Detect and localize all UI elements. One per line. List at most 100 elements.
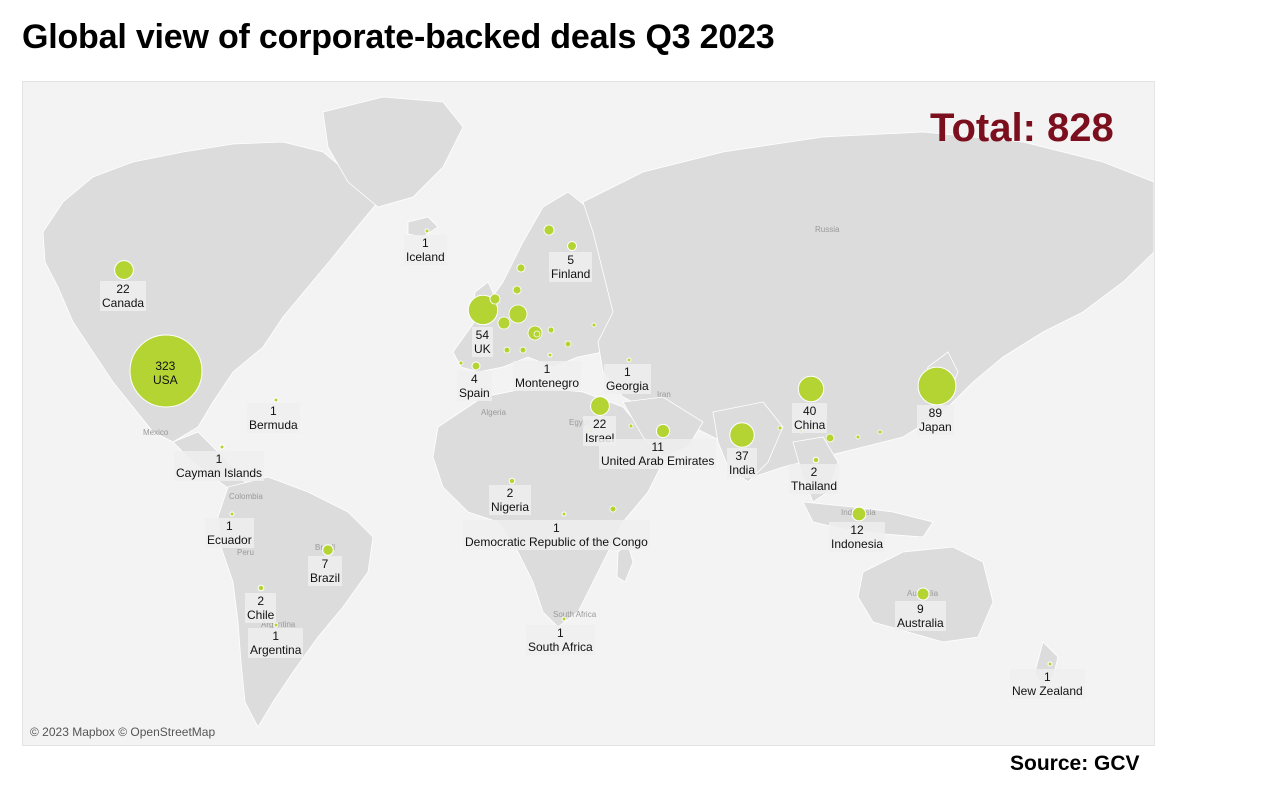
bubble-unlabeled-15[interactable] bbox=[609, 505, 617, 513]
bubble-montenegro[interactable] bbox=[547, 352, 553, 358]
label-china-value: 40 bbox=[803, 404, 817, 418]
bubble-unlabeled-9[interactable] bbox=[564, 340, 572, 348]
bubble-bermuda[interactable] bbox=[273, 397, 279, 403]
bubble-thailand[interactable] bbox=[812, 456, 820, 464]
label-uae-value: 11 bbox=[651, 440, 664, 454]
label-indonesia[interactable]: 12 Indonesia bbox=[829, 522, 886, 552]
label-china-name: China bbox=[794, 418, 826, 432]
label-japan[interactable]: 89 Japan bbox=[917, 405, 954, 435]
label-brazil[interactable]: 7 Brazil bbox=[308, 556, 343, 586]
label-thailand-value: 2 bbox=[810, 465, 818, 479]
label-canada-name: Canada bbox=[102, 296, 145, 310]
map-label-peru-base: Peru bbox=[237, 548, 254, 557]
map-attribution[interactable]: © 2023 Mapbox © OpenStreetMap bbox=[30, 725, 216, 739]
bubble-georgia[interactable] bbox=[626, 357, 632, 363]
bubble-brazil[interactable] bbox=[322, 544, 334, 556]
bubble-unlabeled-2[interactable] bbox=[489, 293, 501, 305]
page-title: Global view of corporate-backed deals Q3… bbox=[22, 18, 775, 56]
label-bermuda[interactable]: 1 Bermuda bbox=[247, 403, 300, 433]
bubble-unlabeled-17[interactable] bbox=[825, 433, 835, 443]
bubble-democratic-republic-of-the-congo[interactable] bbox=[561, 511, 567, 517]
bubble-unlabeled-19[interactable] bbox=[877, 429, 883, 435]
label-cayman-islands[interactable]: 1 Cayman Islands bbox=[174, 451, 265, 481]
map-label-mexico: Mexico bbox=[143, 428, 169, 437]
label-georgia-value: 1 bbox=[624, 365, 631, 379]
bubble-unlabeled-14[interactable] bbox=[628, 423, 634, 429]
bubble-india[interactable] bbox=[729, 422, 755, 448]
bubble-canada[interactable] bbox=[114, 260, 134, 280]
bubble-indonesia[interactable] bbox=[851, 506, 867, 522]
bubble-nigeria[interactable] bbox=[508, 477, 516, 485]
bubble-usa[interactable] bbox=[129, 334, 203, 408]
bubble-israel[interactable] bbox=[590, 396, 610, 416]
bubble-uk[interactable] bbox=[467, 294, 499, 326]
bubble-unlabeled-20[interactable] bbox=[777, 425, 783, 431]
label-spain-name: Spain bbox=[459, 386, 490, 400]
bubble-unlabeled-5[interactable] bbox=[543, 224, 555, 236]
bubble-new-zealand[interactable] bbox=[1047, 661, 1053, 667]
label-nigeria[interactable]: 2 Nigeria bbox=[489, 485, 532, 515]
bubble-spain[interactable] bbox=[471, 361, 481, 371]
label-iceland[interactable]: 1 Iceland bbox=[404, 235, 447, 265]
south-america-shape bbox=[217, 476, 374, 728]
bubble-china[interactable] bbox=[797, 375, 825, 403]
label-south-africa[interactable]: 1 South Africa bbox=[526, 625, 595, 655]
label-drc-value: 1 bbox=[553, 521, 560, 535]
label-usa-name: USA bbox=[153, 373, 178, 387]
label-chile-name: Chile bbox=[247, 608, 275, 622]
bubble-unlabeled-1[interactable] bbox=[497, 316, 511, 330]
label-new-zealand[interactable]: 1 New Zealand bbox=[1010, 669, 1085, 699]
bubble-unlabeled-8[interactable] bbox=[533, 330, 541, 338]
label-georgia[interactable]: 1 Georgia bbox=[604, 364, 651, 394]
bubble-iceland[interactable] bbox=[424, 228, 430, 234]
north-america-shape bbox=[42, 141, 379, 443]
bubble-unlabeled-0[interactable] bbox=[508, 304, 528, 324]
label-finland-value: 5 bbox=[567, 253, 575, 267]
label-uae[interactable]: 11 United Arab Emirates bbox=[599, 439, 717, 469]
label-chile[interactable]: 2 Chile bbox=[245, 593, 277, 623]
label-nigeria-name: Nigeria bbox=[491, 500, 530, 514]
bubble-unlabeled-4[interactable] bbox=[512, 285, 522, 295]
bubble-unlabeled-7[interactable] bbox=[519, 346, 527, 354]
bubble-argentina[interactable] bbox=[273, 622, 279, 628]
bubble-unlabeled-11[interactable] bbox=[547, 326, 555, 334]
bubble-chile[interactable] bbox=[257, 584, 265, 592]
bubble-ecuador[interactable] bbox=[229, 511, 235, 517]
label-ecuador[interactable]: 1 Ecuador bbox=[205, 518, 254, 548]
world-map[interactable]: Russia Mexico Colombia Algeria Egypt Ira… bbox=[22, 81, 1155, 746]
bubble-unlabeled-18[interactable] bbox=[855, 434, 861, 440]
label-usa[interactable]: 323 USA bbox=[151, 358, 180, 388]
label-indonesia-value: 12 bbox=[850, 523, 864, 537]
label-drc[interactable]: 1 Democratic Republic of the Congo bbox=[463, 520, 650, 550]
bubble-cayman-islands[interactable] bbox=[219, 444, 225, 450]
bubble-unlabeled-12[interactable] bbox=[503, 346, 511, 354]
bubble-unlabeled-3[interactable] bbox=[516, 263, 526, 273]
label-spain[interactable]: 4 Spain bbox=[457, 371, 492, 401]
bubble-united-arab-emirates[interactable] bbox=[655, 423, 671, 439]
label-uk[interactable]: 54 UK bbox=[472, 327, 493, 357]
bubble-finland[interactable] bbox=[567, 241, 577, 251]
label-canada-value: 22 bbox=[116, 282, 130, 296]
label-uae-name: United Arab Emirates bbox=[601, 454, 715, 468]
label-finland[interactable]: 5 Finland bbox=[549, 252, 593, 282]
label-ecuador-name: Ecuador bbox=[207, 533, 252, 547]
label-india-value: 37 bbox=[735, 449, 749, 463]
bubble-australia[interactable] bbox=[916, 587, 930, 601]
label-canada[interactable]: 22 Canada bbox=[100, 281, 147, 311]
label-china[interactable]: 40 China bbox=[792, 403, 828, 433]
bubble-unlabeled-10[interactable] bbox=[591, 322, 597, 328]
label-thailand[interactable]: 2 Thailand bbox=[789, 464, 840, 494]
bubble-japan[interactable] bbox=[917, 366, 957, 406]
bubble-south-africa[interactable] bbox=[561, 616, 567, 622]
map-label-algeria: Algeria bbox=[481, 408, 506, 417]
label-montenegro[interactable]: 1 Montenegro bbox=[513, 361, 582, 391]
label-bermuda-name: Bermuda bbox=[249, 418, 298, 432]
label-australia[interactable]: 9 Australia bbox=[895, 601, 946, 631]
bubble-unlabeled-13[interactable] bbox=[458, 360, 464, 366]
label-argentina[interactable]: 1 Argentina bbox=[248, 628, 304, 658]
bubble-layer bbox=[114, 224, 1053, 667]
label-spain-value: 4 bbox=[471, 372, 478, 386]
label-argentina-value: 1 bbox=[272, 629, 280, 643]
label-uk-name: UK bbox=[474, 342, 491, 356]
label-india[interactable]: 37 India bbox=[727, 448, 758, 478]
